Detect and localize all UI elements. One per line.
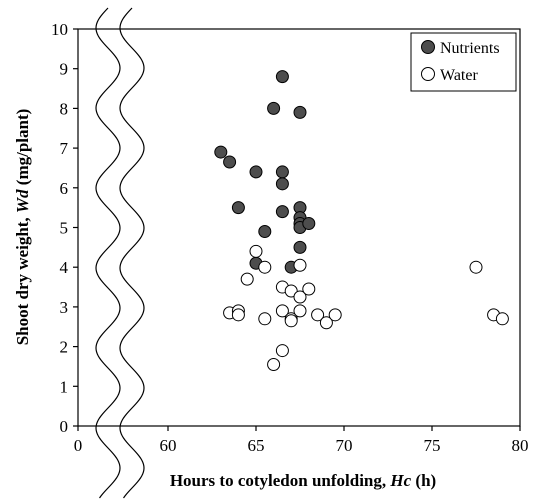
nutrients-point (275, 177, 289, 191)
y-axis-title: Shoot dry weight, Wd (mg/plant) (13, 109, 32, 346)
legend-marker (421, 40, 435, 54)
y-tick-label: 7 (60, 139, 69, 158)
y-tick-label: 9 (60, 60, 69, 79)
water-point (284, 314, 298, 328)
nutrients-point (275, 70, 289, 84)
nutrients-point (214, 145, 228, 159)
y-tick-label: 10 (51, 20, 68, 39)
x-tick-label: 75 (424, 436, 441, 455)
y-tick-label: 6 (60, 179, 69, 198)
nutrients-point (293, 240, 307, 254)
x-axis-title: Hours to cotyledon unfolding, Hc (h) (170, 471, 436, 490)
legend-label: Water (440, 67, 478, 84)
legend-label: Nutrients (440, 40, 500, 57)
y-tick-label: 2 (60, 338, 69, 357)
nutrients-point (231, 201, 245, 215)
x-tick-label: 65 (248, 436, 265, 455)
water-point (258, 312, 272, 326)
nutrients-point (249, 165, 263, 179)
y-tick-label: 8 (60, 99, 69, 118)
water-point (258, 260, 272, 274)
nutrients-point (267, 101, 281, 115)
y-tick-label: 3 (60, 298, 69, 317)
nutrients-point (275, 205, 289, 219)
water-point (275, 304, 289, 318)
y-tick-label: 1 (60, 377, 69, 396)
water-point (328, 308, 342, 322)
y-tick-label: 0 (60, 417, 69, 436)
data-points (214, 70, 509, 371)
legend-box (410, 32, 517, 92)
water-point (495, 312, 509, 326)
x-tick-label: 60 (160, 436, 177, 455)
water-point (302, 282, 316, 296)
legend: Nutrients Water (410, 32, 517, 92)
y-tick-label: 4 (60, 258, 69, 277)
water-point (240, 272, 254, 286)
axis-ticks: 0 1 2 3 4 5 6 7 8 9 10 0 60 65 70 75 80 (51, 20, 529, 455)
water-point (293, 290, 307, 304)
nutrients-point (258, 224, 272, 238)
water-point (249, 244, 263, 258)
water-point (469, 260, 483, 274)
nutrients-point (275, 165, 289, 179)
x-tick-label: 70 (336, 436, 353, 455)
water-point (293, 258, 307, 272)
nutrients-point (302, 217, 316, 231)
axis-break-line-left (95, 7, 121, 499)
water-point (319, 316, 333, 330)
nutrients-point (293, 105, 307, 119)
water-point (284, 284, 298, 298)
water-point (267, 357, 281, 371)
x-tick-label: 80 (512, 436, 529, 455)
y-tick-label: 5 (60, 219, 69, 238)
water-point (231, 308, 245, 322)
water-point (275, 344, 289, 358)
water-point (293, 304, 307, 318)
water-point (311, 308, 325, 322)
axis-break-line-right (119, 7, 145, 499)
nutrients-point (223, 155, 237, 169)
legend-marker (421, 67, 435, 81)
x-tick-label: 0 (74, 436, 83, 455)
axis-break-marker (95, 7, 145, 499)
